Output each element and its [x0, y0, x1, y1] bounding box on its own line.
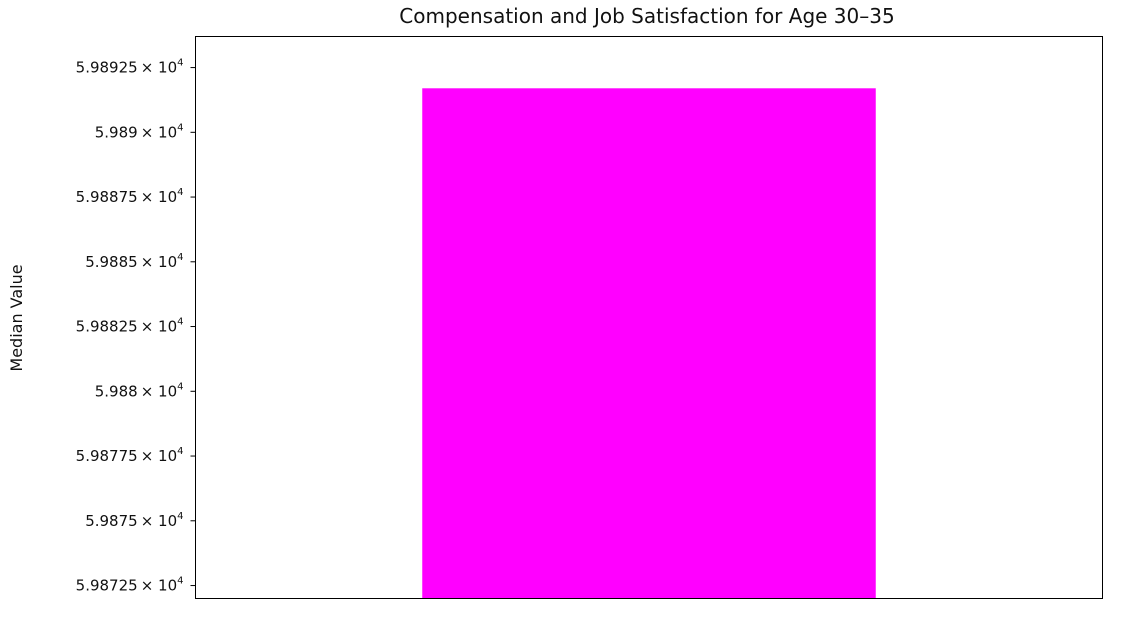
- y-tick-base: × 10: [141, 123, 177, 141]
- y-tick-label: 5.989 × 104: [95, 122, 184, 141]
- y-tick-base: × 10: [141, 447, 177, 465]
- y-tick-exponent: 4: [177, 317, 183, 328]
- y-tick-mantissa: 5.9875: [85, 512, 138, 530]
- y-tick-base: × 10: [141, 577, 177, 595]
- bars-layer: [422, 88, 876, 599]
- y-tick-exponent: 4: [177, 252, 183, 263]
- bar: [422, 88, 876, 599]
- y-tick-exponent: 4: [177, 122, 183, 133]
- y-axis-label: Median Value: [7, 264, 26, 371]
- y-tick-label: 5.98825 × 104: [76, 317, 184, 336]
- y-tick-exponent: 4: [177, 446, 183, 457]
- y-tick-base: × 10: [141, 512, 177, 530]
- chart-title: Compensation and Job Satisfaction for Ag…: [399, 4, 894, 28]
- y-tick-exponent: 4: [177, 511, 183, 522]
- y-tick-label: 5.9885 × 104: [85, 252, 183, 271]
- y-tick-exponent: 4: [177, 381, 183, 392]
- y-tick-label: 5.98925 × 104: [76, 58, 184, 77]
- y-tick-mantissa: 5.9885: [85, 253, 138, 271]
- y-tick-base: × 10: [141, 188, 177, 206]
- y-tick-exponent: 4: [177, 576, 183, 587]
- y-tick-label: 5.98875 × 104: [76, 187, 184, 206]
- y-tick-label: 5.9875 × 104: [85, 511, 183, 530]
- y-tick-base: × 10: [141, 318, 177, 336]
- y-tick-base: × 10: [141, 59, 177, 77]
- y-tick-base: × 10: [141, 253, 177, 271]
- y-tick-exponent: 4: [177, 187, 183, 198]
- y-tick-mantissa: 5.98725: [76, 577, 138, 595]
- y-tick-mantissa: 5.98775: [76, 447, 138, 465]
- y-tick-exponent: 4: [177, 58, 183, 69]
- y-tick-label: 5.98775 × 104: [76, 446, 184, 465]
- y-tick-label: 5.988 × 104: [95, 381, 184, 400]
- y-tick-mantissa: 5.989: [95, 123, 138, 141]
- y-tick-mantissa: 5.988: [95, 382, 138, 400]
- plot-area-frame: [195, 36, 1103, 599]
- y-tick-mantissa: 5.98925: [76, 59, 138, 77]
- y-tick-mantissa: 5.98875: [76, 188, 138, 206]
- y-tick-base: × 10: [141, 382, 177, 400]
- y-tick-label: 5.98725 × 104: [76, 576, 184, 595]
- y-tick-mantissa: 5.98825: [76, 318, 138, 336]
